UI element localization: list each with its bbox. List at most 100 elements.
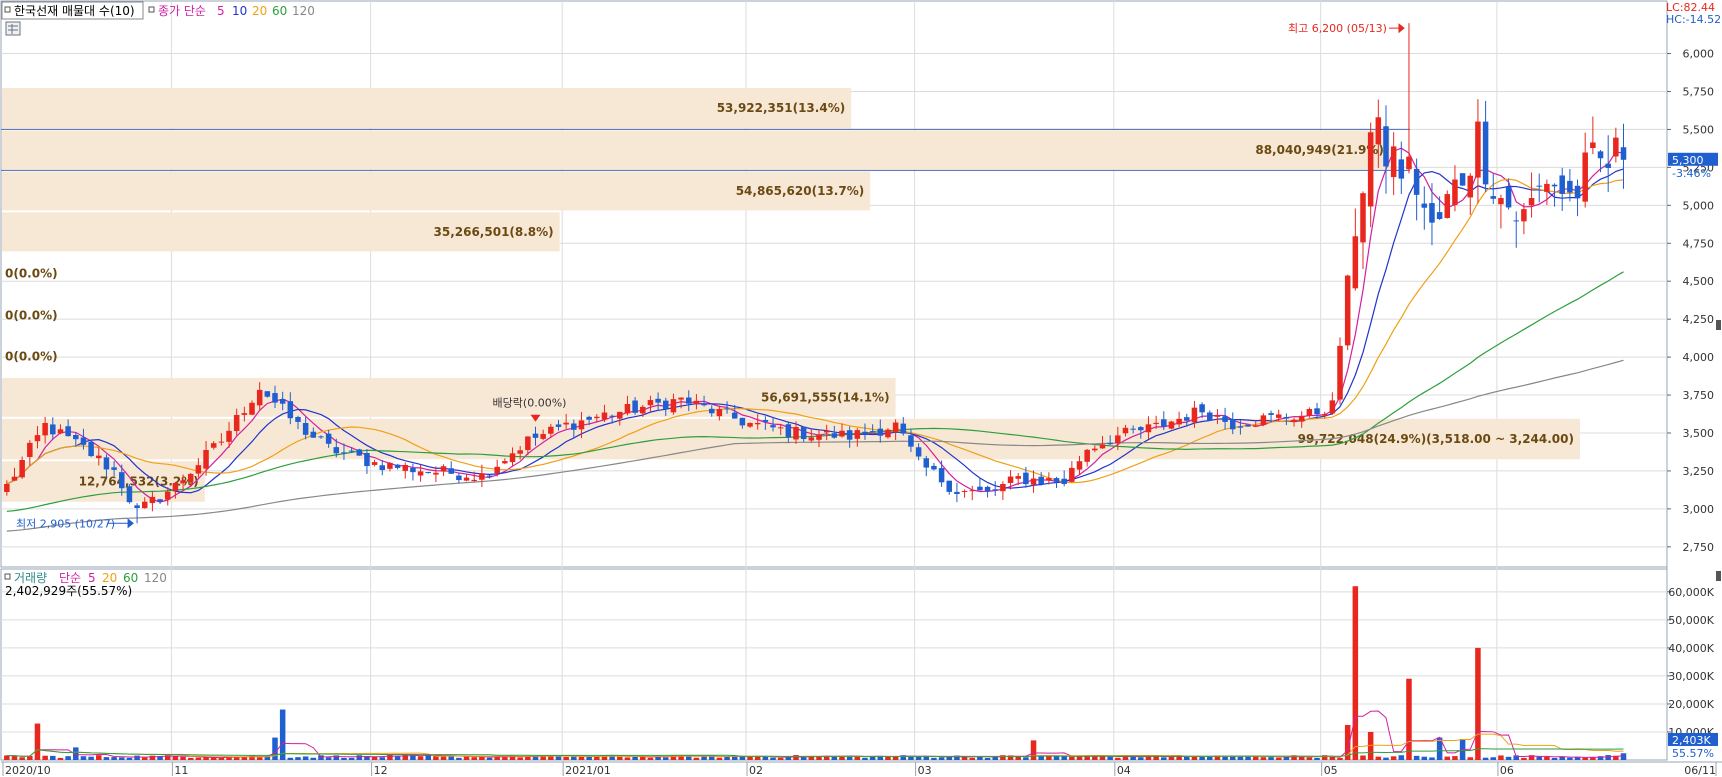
candle-body	[494, 466, 500, 474]
candle-body	[433, 472, 439, 475]
volume-bar	[640, 756, 646, 760]
candle-body	[103, 457, 110, 470]
volume-bar	[1337, 757, 1343, 760]
volume-bar	[134, 755, 140, 760]
ma-legend-prefix: 종가 단순	[158, 4, 206, 18]
candle-body	[34, 435, 41, 442]
volume-bar	[1475, 647, 1481, 760]
candle-body	[172, 482, 179, 492]
candle-body	[164, 491, 171, 500]
price-tick-label: 4,500	[1683, 275, 1715, 288]
candle-body	[961, 490, 968, 492]
volume-scroll-handle[interactable]	[1716, 571, 1721, 581]
volume-bar	[19, 757, 25, 760]
candle-body	[241, 413, 248, 415]
volume-bar	[27, 755, 33, 760]
volume-bar	[1268, 757, 1274, 760]
volume-bar	[1498, 755, 1504, 760]
candle-body	[1406, 156, 1412, 170]
candle-body	[1367, 132, 1374, 207]
x-tick-label: 06/11	[1684, 764, 1716, 777]
price-tick-label: 2,750	[1683, 541, 1715, 554]
candle-body	[992, 489, 998, 491]
volume-bar	[908, 756, 914, 760]
candle-body	[594, 416, 600, 419]
candle-body	[1398, 159, 1405, 179]
candle-body	[356, 449, 363, 456]
volume-bar	[509, 755, 516, 760]
candle-body	[333, 447, 340, 454]
price-tick-label: 3,250	[1683, 465, 1715, 478]
candle-body	[831, 433, 838, 438]
volume-bar	[770, 757, 776, 760]
x-tick-label: 2020/10	[5, 764, 51, 777]
ma-legend-square-icon	[148, 6, 155, 13]
volume-summary: 2,402,929주(55.57%)	[5, 584, 132, 598]
volume-bar	[823, 755, 830, 760]
title-box[interactable]	[1, 1, 144, 20]
candle-body	[1061, 478, 1067, 484]
volume-bar	[1383, 757, 1389, 760]
x-tick-label: 02	[749, 764, 763, 777]
candle-body	[310, 431, 317, 438]
volume-bar	[440, 755, 447, 760]
volume-bar	[310, 757, 317, 760]
volume-bar	[494, 756, 500, 760]
candle-body	[256, 389, 263, 406]
volume-bar	[1168, 756, 1175, 760]
volume-bar	[977, 756, 983, 760]
volume-bar	[210, 757, 217, 760]
candle-body	[762, 420, 769, 422]
candle-body	[747, 422, 753, 427]
volume-bar	[1544, 756, 1550, 760]
volume-bar	[632, 756, 638, 760]
candle-body	[578, 420, 585, 430]
candle-body	[678, 397, 684, 400]
candle-body	[1567, 180, 1573, 193]
volume-bar	[164, 755, 171, 760]
volume-bar	[1551, 757, 1558, 760]
candle-body	[670, 399, 677, 413]
candle-body	[1321, 414, 1328, 416]
volume-bar	[846, 755, 853, 760]
candle-body	[1115, 435, 1121, 444]
candle-body	[134, 505, 140, 508]
volume-tick-label: 50,000K	[1668, 614, 1714, 627]
volume-bar	[88, 756, 94, 760]
volume-bars[interactable]	[4, 586, 1627, 760]
high-arrow-icon	[1388, 23, 1405, 34]
volume-ma-line-5	[6, 710, 1624, 759]
change-percent: -3.46%	[1672, 167, 1711, 180]
candle-body	[402, 465, 409, 471]
volume-bar	[1452, 756, 1458, 760]
candle-body	[854, 430, 861, 439]
volume-bar	[800, 757, 807, 760]
candle-body	[1329, 400, 1336, 414]
candle-body	[800, 426, 807, 440]
candle-body	[731, 412, 738, 419]
volume-bar	[663, 757, 669, 760]
volume-bar	[4, 755, 10, 760]
volume-bar	[1521, 757, 1527, 760]
volume-bar	[1069, 756, 1075, 760]
candle-body	[777, 427, 784, 429]
table-toggle-icon[interactable]	[5, 21, 21, 36]
volume-profile-label: 0(0.0%)	[5, 349, 58, 363]
volume-bar	[1574, 756, 1581, 760]
volume-bar	[1528, 755, 1535, 760]
candle-body	[1145, 424, 1152, 433]
volume-bar	[854, 755, 861, 760]
volume-bar	[1582, 757, 1588, 760]
volume-bar	[624, 757, 631, 760]
candle-body	[923, 458, 930, 468]
price-tick-label: 5,750	[1683, 85, 1715, 98]
volume-bar	[1252, 755, 1259, 760]
candle-body	[571, 423, 577, 430]
volume-bar	[724, 756, 730, 760]
volume-tick-label: 40,000K	[1668, 642, 1714, 655]
volume-bar	[1122, 755, 1129, 760]
x-tick-label: 06	[1500, 764, 1514, 777]
price-scroll-handle[interactable]	[1716, 320, 1721, 330]
candlesticks[interactable]	[4, 23, 1627, 524]
